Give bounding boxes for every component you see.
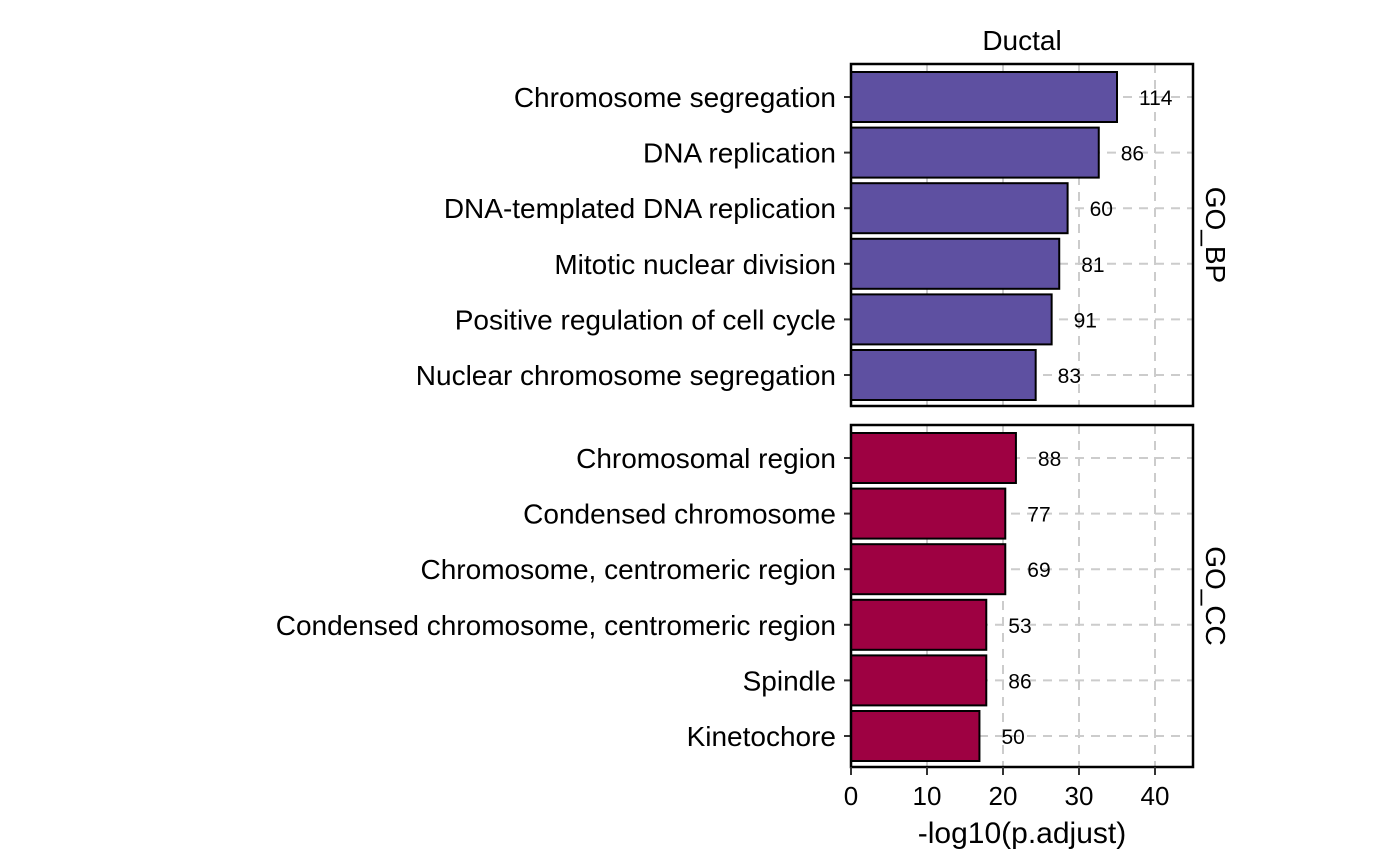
category-label: DNA-templated DNA replication — [444, 193, 836, 224]
facet-panel-go-cc: 88 Chromosomal region 77 Condensed chromoso… — [276, 423, 1231, 769]
bar — [850, 432, 1017, 484]
chart-title: Ductal — [982, 25, 1061, 56]
bar — [850, 487, 1007, 540]
bar-count-label: 69 — [1027, 559, 1050, 582]
facet-panels: 114 Chromosome segregation 86 DNA replicati… — [276, 62, 1231, 769]
bar-count-label: 114 — [1139, 87, 1173, 110]
x-tick-label: 20 — [989, 781, 1018, 811]
bar — [850, 182, 1069, 235]
bar-count-label: 91 — [1074, 309, 1097, 332]
category-label: DNA replication — [643, 138, 836, 169]
facet-panel-go-bp: 114 Chromosome segregation 86 DNA replicati… — [416, 62, 1231, 408]
bar — [850, 349, 1037, 401]
x-tick-label: 10 — [913, 781, 942, 811]
category-label: Chromosome segregation — [514, 82, 836, 113]
category-label: Positive regulation of cell cycle — [455, 304, 836, 335]
category-label: Chromosome, centromeric region — [421, 554, 837, 585]
bar — [850, 71, 1118, 123]
bar — [850, 710, 981, 762]
facet-strip-label: GO_CC — [1200, 546, 1231, 646]
facet-strip-label: GO_BP — [1200, 187, 1231, 283]
x-tick-label: 40 — [1141, 781, 1170, 811]
bar-count-label: 83 — [1058, 365, 1081, 388]
bar-count-label: 88 — [1038, 448, 1061, 471]
bar-count-label: 50 — [1001, 726, 1024, 749]
category-label: Condensed chromosome — [523, 499, 836, 530]
panel-border — [849, 62, 1195, 408]
x-axis-title: -log10(p.adjust) — [918, 817, 1126, 850]
bar-count-label: 86 — [1121, 143, 1144, 166]
bar — [850, 543, 1007, 596]
bar — [850, 654, 988, 707]
category-label: Kinetochore — [687, 721, 836, 752]
bar-count-label: 60 — [1090, 198, 1113, 221]
bar — [850, 237, 1061, 290]
bar-count-label: 81 — [1081, 254, 1104, 277]
category-label: Nuclear chromosome segregation — [416, 360, 836, 391]
bar — [850, 598, 988, 651]
bar — [850, 293, 1053, 346]
x-tick-label: 30 — [1065, 781, 1094, 811]
panel-border — [849, 423, 1195, 769]
x-tick-label: 0 — [844, 781, 858, 811]
category-label: Condensed chromosome, centromeric region — [276, 610, 836, 641]
bar-count-label: 53 — [1008, 615, 1031, 638]
bar-count-label: 77 — [1027, 504, 1050, 527]
bar — [850, 126, 1100, 179]
bar-count-label: 86 — [1008, 670, 1031, 693]
category-label: Chromosomal region — [576, 443, 836, 474]
category-label: Spindle — [743, 665, 836, 696]
x-axis: 0 10 20 30 40 — [844, 767, 1170, 811]
category-label: Mitotic nuclear division — [554, 249, 836, 280]
